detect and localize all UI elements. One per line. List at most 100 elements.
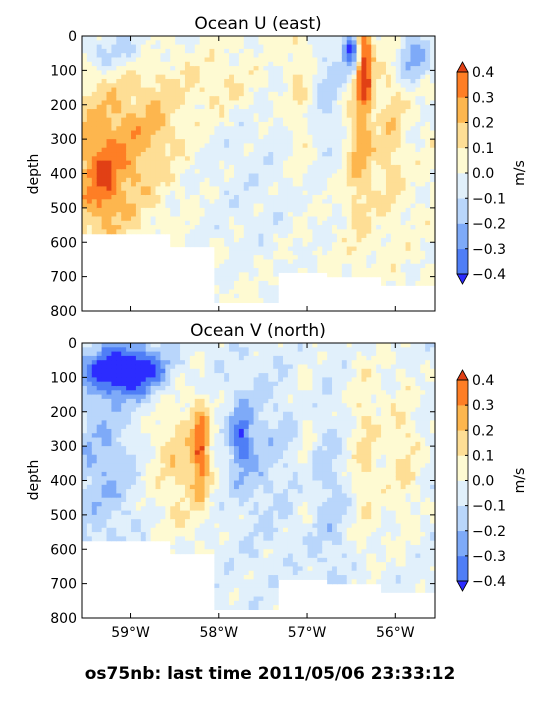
heatmap-cell: [312, 156, 318, 162]
heatmap-cell: [297, 117, 304, 123]
heatmap-cell: [425, 276, 431, 282]
heatmap-cell: [111, 390, 117, 396]
heatmap-cell: [346, 190, 353, 196]
heatmap-cell: [96, 527, 103, 533]
heatmap-cell: [121, 104, 127, 110]
heatmap-cell: [160, 476, 166, 482]
heatmap-cell: [415, 117, 421, 123]
heatmap-cell: [287, 229, 294, 235]
heatmap-cell: [86, 126, 93, 132]
heatmap-cell: [351, 199, 358, 205]
heatmap-cell: [390, 53, 397, 59]
heatmap-cell: [131, 360, 137, 366]
heatmap-cell: [160, 437, 166, 443]
heatmap-cell: [312, 83, 318, 89]
heatmap-cell: [135, 194, 142, 200]
heatmap-cell: [292, 121, 299, 127]
heatmap-cell: [366, 126, 372, 132]
heatmap-cell: [253, 143, 260, 149]
heatmap-cell: [160, 381, 166, 387]
heatmap-cell: [420, 48, 426, 54]
heatmap-cell: [131, 519, 137, 525]
heatmap-cell: [302, 139, 309, 145]
heatmap-cell: [400, 100, 407, 106]
heatmap-cell: [214, 289, 220, 295]
heatmap-cell: [175, 139, 181, 145]
heatmap-cell: [327, 152, 333, 157]
heatmap-cell: [361, 255, 367, 261]
heatmap-cell: [184, 121, 191, 127]
heatmap-cell: [184, 233, 191, 239]
heatmap-cell: [175, 471, 181, 477]
heatmap-cell: [165, 416, 171, 421]
heatmap-cell: [209, 203, 215, 209]
heatmap-cell: [145, 117, 152, 123]
heatmap-cell: [131, 147, 137, 153]
heatmap-cell: [273, 139, 279, 145]
heatmap-cell: [194, 156, 201, 162]
heatmap-cell: [96, 203, 103, 209]
heatmap-cell: [140, 91, 147, 97]
heatmap-cell: [150, 510, 157, 516]
heatmap-cell: [116, 152, 122, 157]
heatmap-cell: [180, 450, 186, 456]
heatmap-cell: [287, 250, 294, 256]
heatmap-cell: [351, 225, 358, 230]
heatmap-cell: [307, 194, 314, 200]
heatmap-cell: [165, 160, 171, 166]
heatmap-cell: [248, 96, 255, 102]
heatmap-cell: [126, 143, 132, 149]
heatmap-cell: [224, 78, 230, 84]
heatmap-cell: [390, 246, 397, 252]
heatmap-cell: [253, 229, 260, 235]
heatmap-cell: [121, 360, 127, 366]
heatmap-cell: [175, 66, 181, 71]
heatmap-cell: [238, 134, 245, 140]
heatmap-cell: [91, 523, 98, 529]
heatmap-cell: [415, 255, 421, 261]
heatmap-cell: [420, 199, 426, 205]
heatmap-cell: [111, 61, 117, 67]
heatmap-cell: [253, 298, 260, 304]
heatmap-cell: [366, 100, 372, 106]
heatmap-cell: [278, 220, 284, 226]
heatmap-cell: [229, 216, 235, 222]
heatmap-cell: [238, 186, 245, 192]
heatmap-cell: [263, 152, 269, 157]
heatmap-cell: [341, 225, 348, 230]
heatmap-cell: [155, 53, 162, 59]
heatmap-cell: [126, 532, 132, 537]
heatmap-cell: [312, 134, 318, 140]
heatmap-cell: [381, 152, 387, 157]
heatmap-cell: [248, 216, 255, 222]
heatmap-cell: [332, 83, 338, 89]
heatmap-cell: [258, 194, 264, 200]
heatmap-cell: [150, 497, 157, 503]
heatmap-cell: [82, 390, 88, 396]
heatmap-cell: [106, 190, 113, 196]
heatmap-cell: [361, 182, 367, 187]
heatmap-cell: [278, 36, 284, 41]
heatmap-cell: [86, 139, 93, 145]
heatmap-cell: [287, 242, 294, 248]
heatmap-cell: [170, 87, 176, 93]
heatmap-cell: [302, 78, 309, 84]
heatmap-cell: [420, 70, 426, 76]
heatmap-cell: [224, 216, 230, 222]
heatmap-cell: [273, 100, 279, 106]
heatmap-cell: [273, 66, 279, 71]
heatmap-cell: [160, 484, 166, 490]
heatmap-cell: [160, 113, 166, 119]
heatmap-cell: [233, 126, 240, 132]
heatmap-cell: [82, 147, 88, 153]
heatmap-cell: [405, 40, 412, 46]
heatmap-cell: [381, 66, 387, 71]
heatmap-cell: [155, 57, 162, 63]
heatmap-cell: [160, 152, 166, 157]
heatmap-cell: [116, 536, 122, 542]
heatmap-cell: [273, 134, 279, 140]
heatmap-cell: [106, 74, 113, 80]
heatmap-cell: [415, 237, 421, 243]
heatmap-cell: [243, 255, 250, 261]
heatmap-cell: [86, 66, 93, 71]
